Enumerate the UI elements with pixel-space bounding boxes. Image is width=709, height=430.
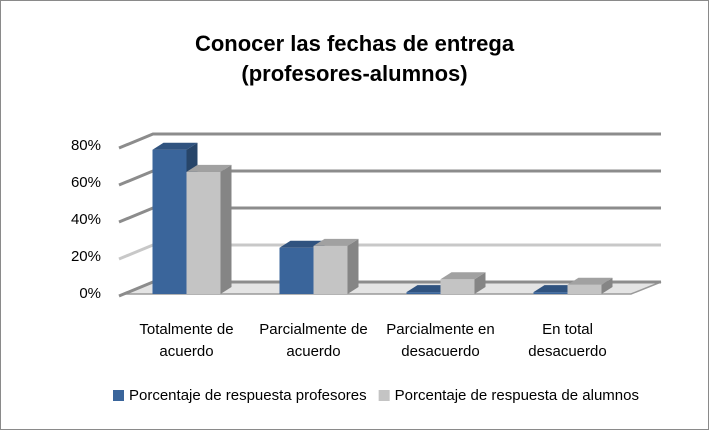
bar-top xyxy=(186,164,232,172)
bar-front xyxy=(567,284,602,294)
x-tick-label: Parcialmente de acuerdo xyxy=(259,321,368,360)
bar-front xyxy=(279,247,314,294)
bar-front xyxy=(313,245,348,294)
bar-top xyxy=(440,272,486,280)
legend-label: Porcentaje de respuesta profesores xyxy=(129,387,367,404)
bar-front xyxy=(186,171,221,294)
y-tick-label: 40% xyxy=(71,211,101,228)
bar-front xyxy=(440,279,475,294)
chart-title: (profesores-alumnos) xyxy=(241,61,468,86)
bar-top xyxy=(313,238,359,246)
bar-side xyxy=(220,164,232,294)
x-tick-label: Totalmente de acuerdo xyxy=(139,321,234,360)
bar-top xyxy=(152,142,198,150)
bar-side xyxy=(347,238,359,294)
legend-label: Porcentaje de respuesta de alumnos xyxy=(395,387,639,404)
y-tick-label: 20% xyxy=(71,248,101,265)
bar-front xyxy=(406,292,441,294)
x-tick-label: En total desacuerdo xyxy=(528,321,607,360)
y-tick-label: 60% xyxy=(71,174,101,191)
bar-front xyxy=(533,292,568,294)
bar-top xyxy=(406,285,452,293)
y-tick-label: 80% xyxy=(71,137,101,154)
bar-top xyxy=(533,285,579,293)
bar-side xyxy=(601,277,613,294)
legend-swatch xyxy=(378,390,390,401)
x-tick-label: Parcialmente en desacuerdo xyxy=(386,321,495,360)
bar-top xyxy=(567,277,613,285)
bar-top xyxy=(279,240,325,248)
legend-swatch xyxy=(113,390,124,401)
chart-title: Conocer las fechas de entrega xyxy=(194,31,515,56)
bar-side xyxy=(474,272,486,294)
y-tick-label: 0% xyxy=(79,285,101,302)
grid-line xyxy=(118,132,661,150)
bar-front xyxy=(152,149,187,294)
